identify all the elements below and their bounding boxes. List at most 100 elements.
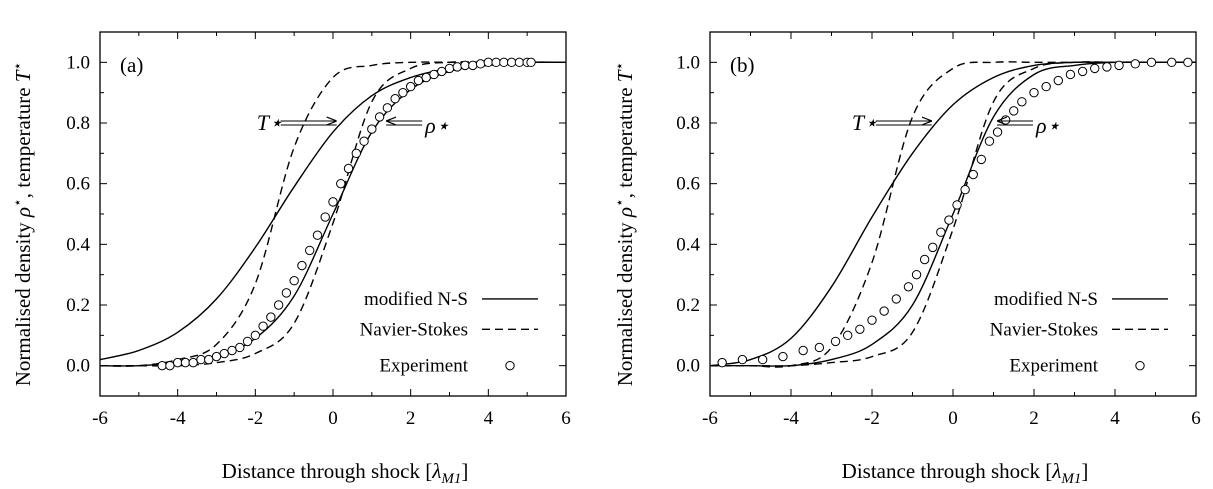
experiment-point <box>968 169 978 180</box>
experiment-point <box>1009 106 1019 116</box>
experiment-point <box>936 227 946 237</box>
modified-ns-temperature-line <box>100 61 566 361</box>
experiment-point <box>778 351 788 362</box>
legend: modified N-S Navier-Stokes Experiment <box>990 289 1168 377</box>
experiment-point <box>320 212 330 222</box>
experiment-point <box>211 351 222 362</box>
experiment-point <box>258 321 268 331</box>
modified-ns-density-line <box>100 61 566 367</box>
experiment-point <box>1041 81 1051 92</box>
legend-label: Experiment <box>1009 356 1098 377</box>
x-tick-label: -4 <box>170 408 186 429</box>
experiment-point <box>1114 60 1124 71</box>
legend-label: modified N-S <box>364 289 468 310</box>
experiment-point <box>196 354 206 365</box>
experiment-point <box>452 62 462 72</box>
experiment-point <box>359 136 369 146</box>
experiment-point <box>250 330 261 341</box>
experiment-point <box>483 57 494 68</box>
experiment-point <box>1029 87 1039 98</box>
experiment-point <box>984 136 995 146</box>
experiment-point <box>328 197 338 207</box>
x-tick-label: -2 <box>864 408 880 429</box>
experiment-point <box>891 294 901 304</box>
experiment-point <box>830 336 841 347</box>
experiment-point <box>526 57 536 68</box>
x-tick-label: 0 <box>328 408 338 429</box>
y-tick-label: 0.2 <box>66 295 90 316</box>
y-tick-label: 0.6 <box>676 174 700 195</box>
legend-marker-experiment <box>505 360 515 371</box>
experiment-point <box>1102 62 1112 72</box>
experiment-point <box>867 315 877 325</box>
experiment-point <box>491 57 501 68</box>
y-tick-label: 1.0 <box>66 52 90 73</box>
experiment-point <box>460 60 470 71</box>
experiment-point <box>336 178 346 189</box>
x-axis-label: Distance through shock [λM1] <box>842 459 1089 487</box>
y-tick-label: 0.8 <box>676 113 700 134</box>
experiment-point <box>843 330 853 341</box>
experiment-point <box>273 300 284 310</box>
experiment-point <box>506 57 517 68</box>
y-tick-label: 0.6 <box>66 174 90 195</box>
experiment-point <box>514 57 525 68</box>
experiment-point <box>757 354 768 365</box>
experiment-point <box>1017 97 1027 107</box>
y-tick-label: 1.0 <box>676 52 700 73</box>
experiment-point <box>499 57 509 68</box>
experiment-point <box>814 342 825 353</box>
experiment-point <box>475 59 486 69</box>
experiment-point <box>1065 69 1076 80</box>
y-tick-label: 0.4 <box>676 234 700 255</box>
experiment-point <box>960 185 970 195</box>
experiment-point <box>976 154 987 165</box>
experiment-point <box>172 357 183 368</box>
experiment-point <box>992 127 1003 137</box>
chart-panel-b: -6 -4 -2 0 2 4 6 0.0 0.2 0.4 0.6 0.8 1.0 (b) T⋆ ρ⋆ modif… <box>613 31 1201 487</box>
experiment-point <box>952 200 962 210</box>
density-annotation: ρ⋆ <box>1035 113 1061 138</box>
legend: modified N-S Navier-Stokes Experiment <box>360 289 538 377</box>
y-axis-label: Normalised density ρ⋆, temperature T⋆ <box>613 62 637 386</box>
temperature-annotation: T⋆ <box>257 110 283 135</box>
x-axis-label: Distance through shock [λM1] <box>222 459 469 487</box>
experiment-point <box>219 348 229 359</box>
experiment-point <box>1077 66 1088 77</box>
experiment-point <box>297 260 307 271</box>
experiment-point <box>289 276 299 286</box>
experiment-point <box>204 354 214 365</box>
y-tick-label: 0.2 <box>676 295 700 316</box>
x-tick-label: -6 <box>702 408 718 429</box>
experiment-point <box>351 148 361 159</box>
experiment-point <box>413 75 424 86</box>
plot-area <box>710 57 1196 368</box>
experiment-point <box>1053 75 1064 86</box>
legend-label: Experiment <box>379 356 468 377</box>
experiment-point <box>235 342 245 353</box>
experiment-point <box>266 312 276 322</box>
x-tick-label: 4 <box>1110 408 1120 429</box>
experiment-point <box>343 163 354 174</box>
density-annotation: ρ⋆ <box>424 113 450 138</box>
experiment-point <box>737 354 748 365</box>
y-axis-label: Normalised density ρ⋆, temperature T⋆ <box>11 62 35 386</box>
experiment-point <box>180 357 191 368</box>
y-tick-label: 0.0 <box>66 356 90 377</box>
experiment-point <box>374 112 385 122</box>
experiment-point <box>227 345 237 356</box>
experiment-point <box>437 66 447 77</box>
experiment-point <box>405 81 416 92</box>
x-tick-label: 2 <box>1029 408 1039 429</box>
x-tick-label: 6 <box>561 408 571 429</box>
plot-area <box>100 57 566 371</box>
experiment-point <box>444 63 455 74</box>
experiment-point <box>188 357 198 368</box>
modified-ns-density-line <box>710 61 1196 367</box>
experiment-point <box>1183 57 1193 68</box>
experiment-point <box>367 124 377 134</box>
x-tick-label: 0 <box>948 408 958 429</box>
experiment-point <box>879 306 889 316</box>
x-tick-label: -2 <box>247 408 263 429</box>
